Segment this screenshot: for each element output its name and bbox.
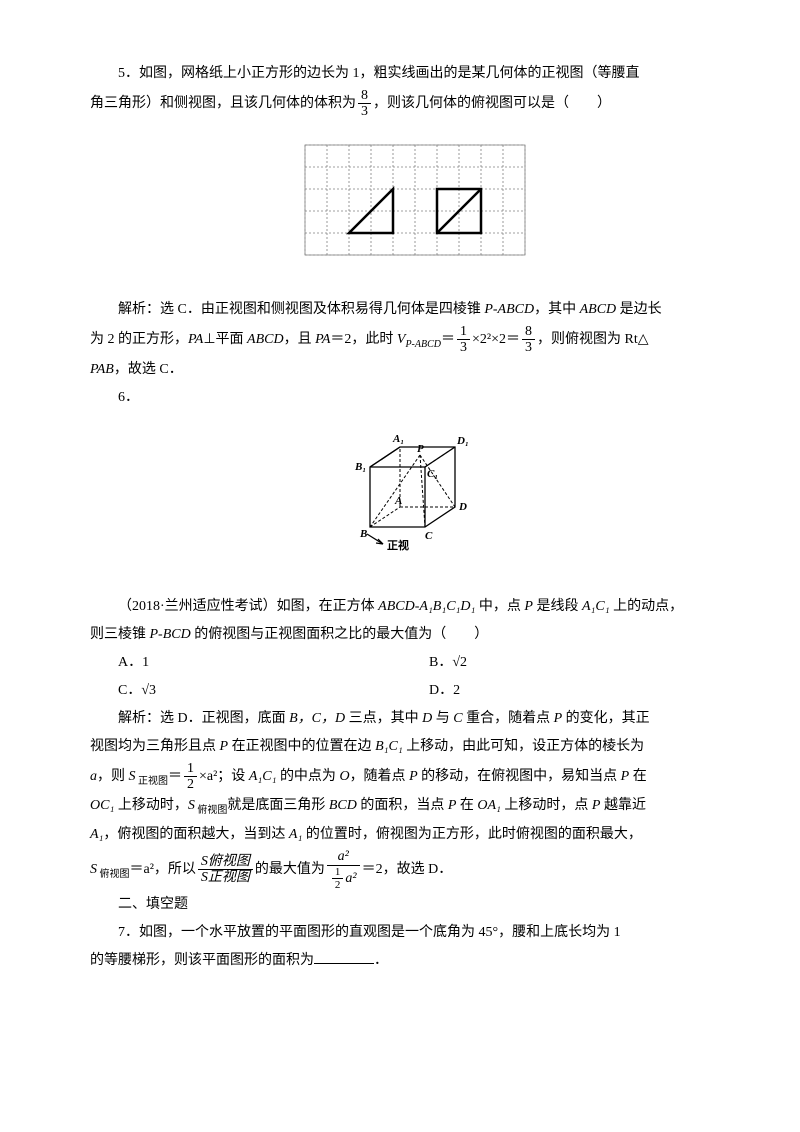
svg-text:C: C — [425, 530, 433, 542]
svg-text:D₁: D₁ — [456, 435, 469, 447]
section-2: 二、填空题 — [90, 891, 740, 919]
q7-line2: 的等腰梯形，则该平面图形的面积为． — [90, 947, 740, 975]
opt-d: D．2 — [429, 677, 740, 705]
q6-text-1: （2018·兰州适应性考试）如图，在正方体 ABCD-A₁B₁C₁D₁ 中，点 … — [90, 593, 740, 621]
q7-line1: 7．如图，一个水平放置的平面图形的直观图是一个底角为 45°，腰和上底长均为 1 — [90, 919, 740, 947]
fill-blank[interactable] — [314, 949, 374, 964]
q5-l2a: 角三角形）和侧视图，且该几何体的体积为 — [90, 96, 356, 111]
q6-sol-2: 视图均为三角形且点 P 在正视图中的位置在边 B₁C₁ 上移动，由此可知，设正方… — [90, 733, 740, 761]
q6-sol-5: A₁，俯视图的面积越大，当到达 A₁ 的位置时，俯视图为正方形，此时俯视图的面积… — [90, 821, 740, 849]
q5-figure — [90, 130, 740, 271]
svg-text:D: D — [458, 501, 467, 513]
frac-8-3: 83 — [358, 88, 371, 120]
cube-svg: A₁ D₁ B₁ C₁ P A D B C 正视 — [335, 422, 495, 557]
q5-line2: 角三角形）和侧视图，且该几何体的体积为83，则该几何体的俯视图可以是（ ） — [90, 88, 740, 120]
q6-sol-3: a，则 S 正视图＝12×a²；设 A₁C₁ 的中点为 O，随着点 P 的移动，… — [90, 761, 740, 793]
q5-sol-3: PAB，故选 C． — [90, 356, 740, 384]
opt-c: C．√3 — [118, 677, 429, 705]
q6-figure: A₁ D₁ B₁ C₁ P A D B C 正视 — [90, 422, 740, 568]
q6-options: A．1 B．√2 C．√3 D．2 — [90, 649, 740, 705]
svg-text:A: A — [394, 495, 402, 507]
q5-line1: 5．如图，网格纸上小正方形的边长为 1，粗实线画出的是某几何体的正视图（等腰直 — [90, 60, 740, 88]
q6-sol-6: S 俯视图＝a²，所以S俯视图S正视图的最大值为a²12a²＝2，故选 D． — [90, 849, 740, 891]
svg-text:A₁: A₁ — [392, 433, 404, 445]
svg-text:B₁: B₁ — [354, 461, 366, 473]
svg-text:P: P — [417, 443, 424, 455]
svg-text:正视: 正视 — [387, 538, 409, 552]
q5-sol-1: 解析：选 C．由正视图和侧视图及体积易得几何体是四棱锥 P-ABCD，其中 AB… — [90, 296, 740, 324]
q5-l2b: ，则该几何体的俯视图可以是（ ） — [373, 96, 611, 111]
opt-a: A．1 — [118, 649, 429, 677]
grid-views-svg — [295, 130, 535, 260]
q6-sol-1: 解析：选 D．正视图，底面 B，C，D 三点，其中 D 与 C 重合，随着点 P… — [90, 705, 740, 733]
q6-sol-4: OC₁ 上移动时，S 俯视图就是底面三角形 BCD 的面积，当点 P 在 OA₁… — [90, 792, 740, 821]
svg-text:C₁: C₁ — [427, 468, 438, 480]
q6-num: 6． — [90, 384, 740, 412]
svg-text:B: B — [359, 528, 367, 540]
q6-text-2: 则三棱锥 P-BCD 的俯视图与正视图面积之比的最大值为（ ） — [90, 621, 740, 649]
q5-sol-2: 为 2 的正方形，PA⊥平面 ABCD，且 PA＝2，此时 VP-ABCD＝13… — [90, 324, 740, 356]
opt-b: B．√2 — [429, 649, 740, 677]
